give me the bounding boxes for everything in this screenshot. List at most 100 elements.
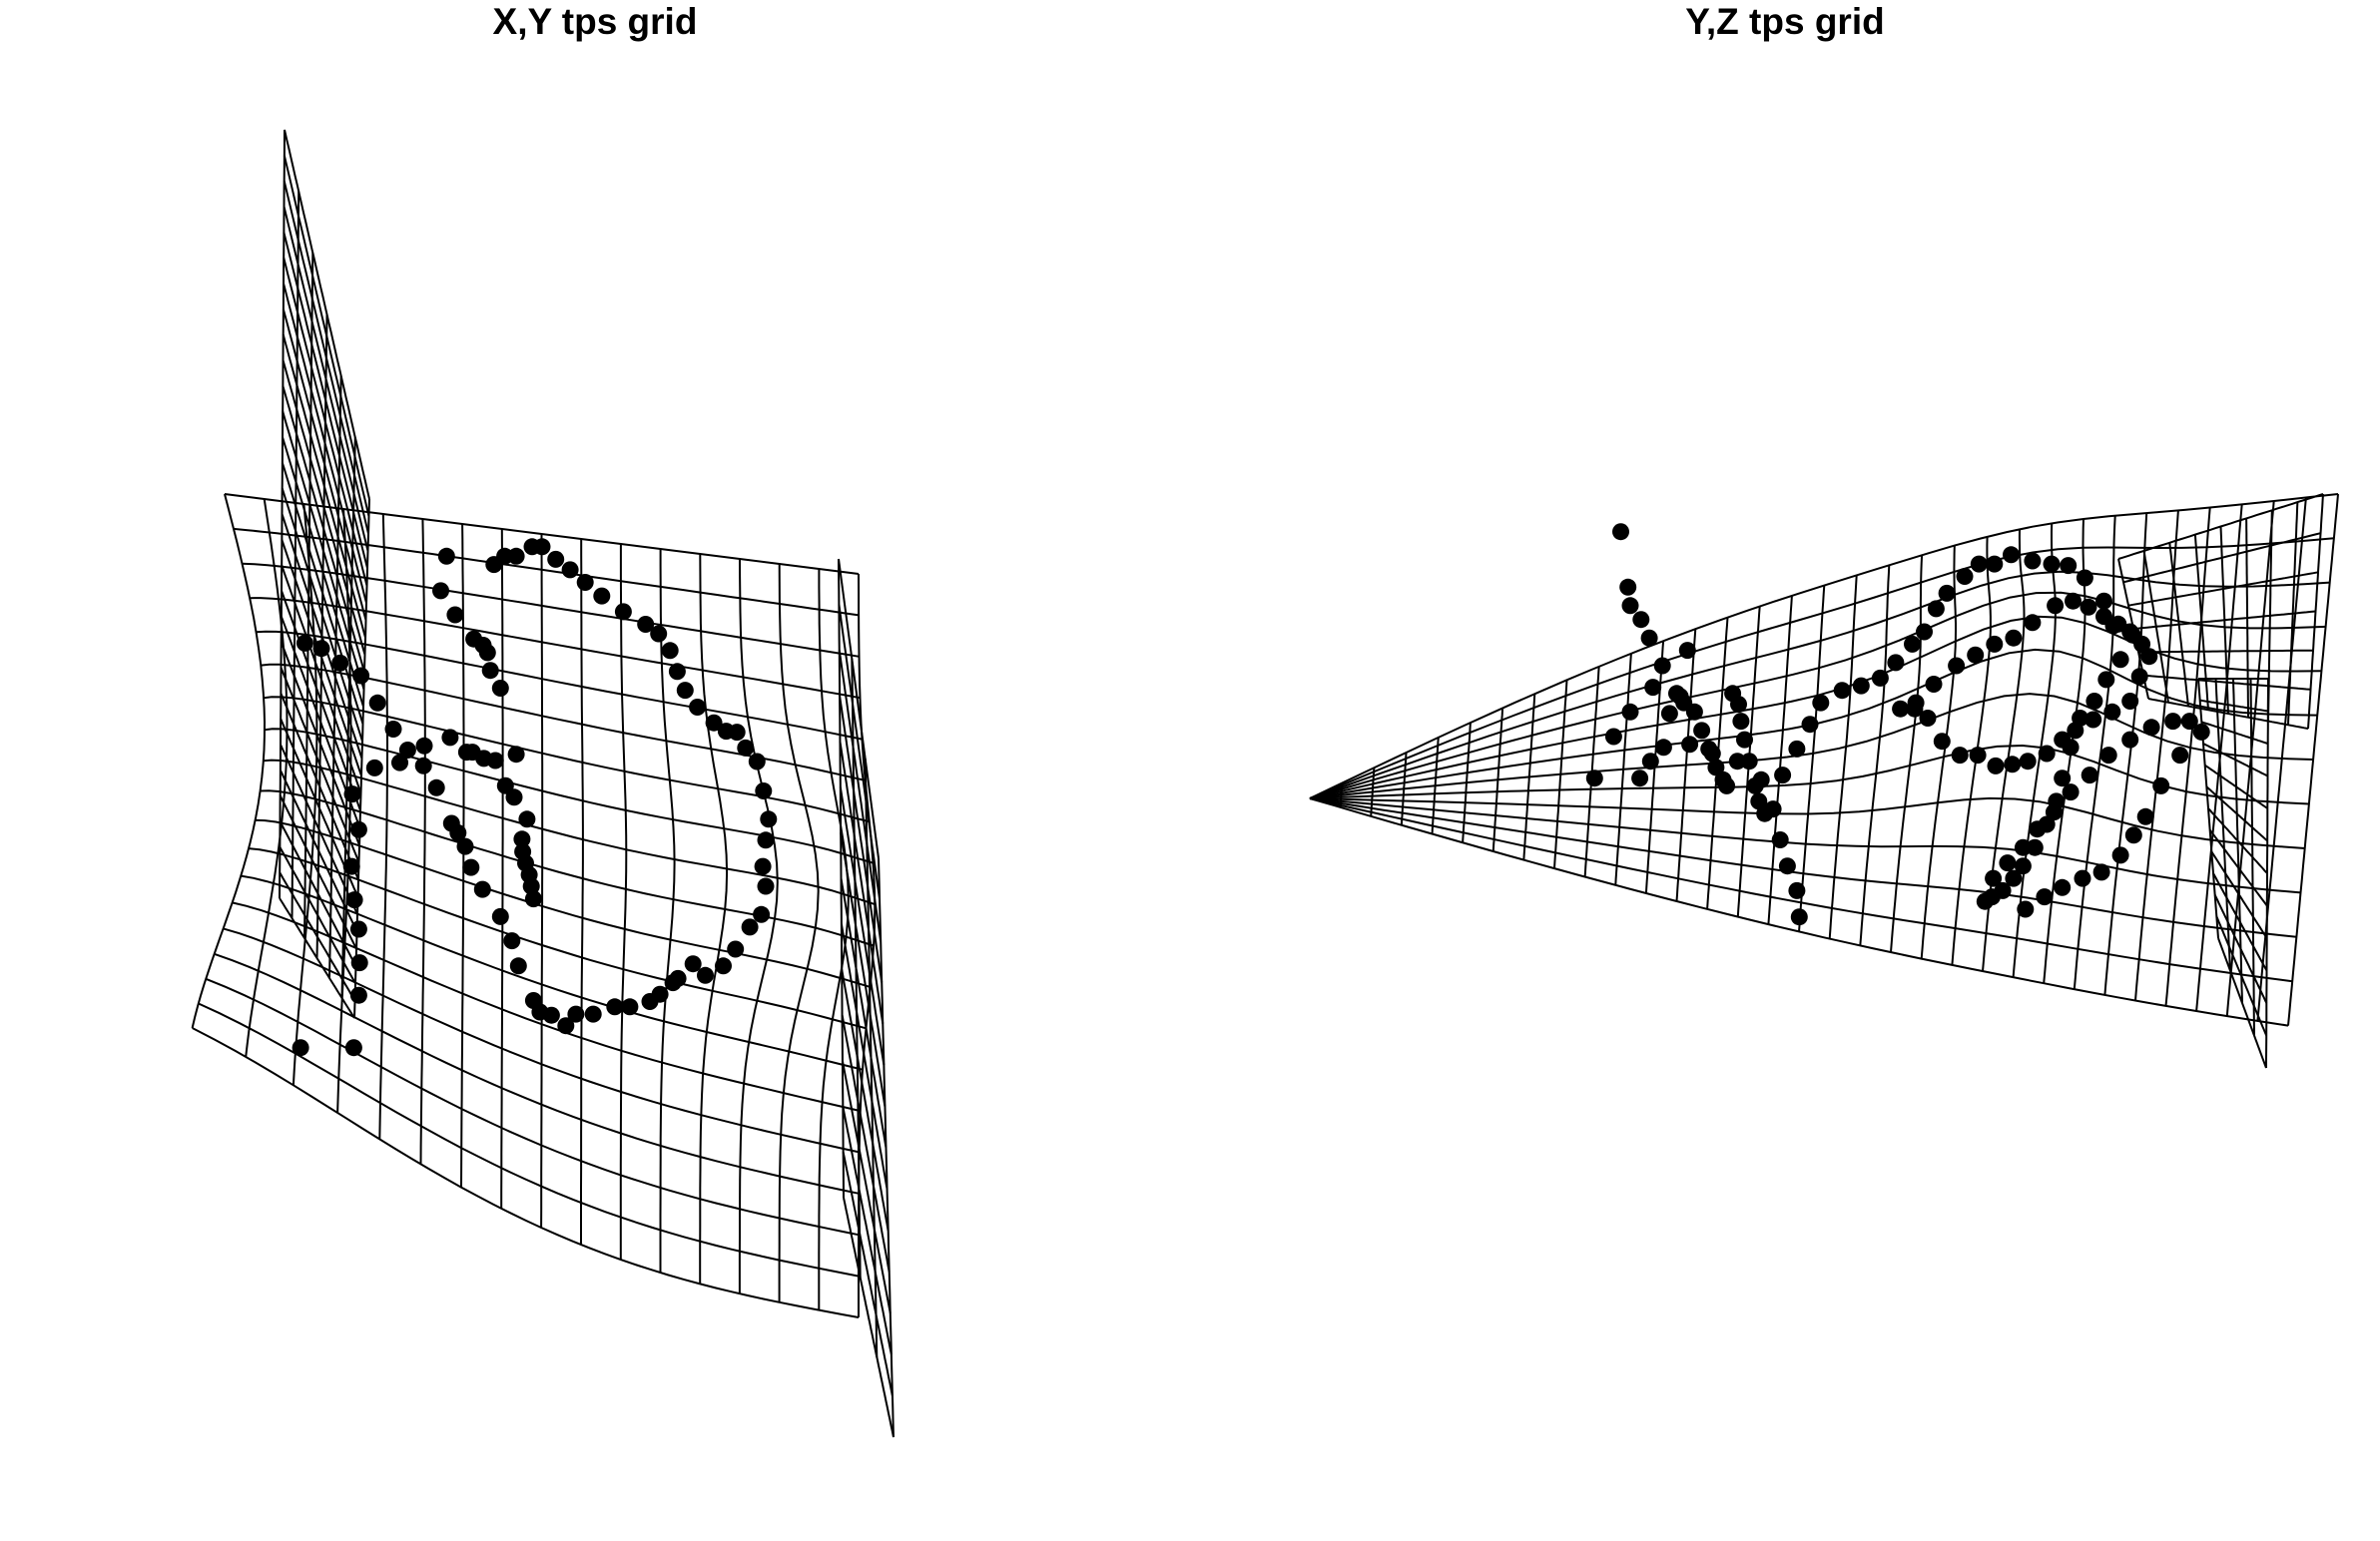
yz-landmarks-point: [2142, 719, 2160, 737]
xy-landmarks-point: [365, 759, 383, 776]
yz-spike-mesh-line-v: [2200, 721, 2268, 745]
yz-landmarks-point: [1653, 657, 1671, 675]
yz-landmarks-point: [1619, 578, 1637, 596]
yz-landmarks-point: [2171, 747, 2189, 765]
xy-spike-mesh: [279, 129, 370, 1019]
xy-spike-mesh-line-v: [283, 181, 369, 534]
xy-landmarks-point: [507, 547, 525, 565]
yz-landmarks-point: [2062, 783, 2080, 801]
yz-landmarks-point: [2124, 826, 2142, 844]
yz-landmarks-point: [1948, 657, 1966, 675]
xy-main-mesh-line-u: [778, 563, 820, 1302]
yz-main-mesh-line-u: [1859, 565, 1891, 946]
xy-main-mesh-line-u: [540, 534, 544, 1229]
yz-landmarks-point: [1788, 881, 1806, 899]
yz-landmarks-point: [1621, 703, 1639, 721]
yz-landmarks-point: [2019, 753, 2037, 770]
xy-landmarks-point: [427, 778, 445, 796]
xy-main-mesh-line-v: [223, 927, 860, 1154]
xy-main-mesh-line-v: [264, 728, 874, 864]
yz-landmarks-point: [1892, 700, 1910, 718]
xy-sliver-mesh-line-v: [838, 604, 882, 900]
yz-landmarks-point: [2103, 703, 2121, 721]
yz-landmarks-point: [2054, 878, 2072, 896]
xy-landmarks-point: [342, 857, 360, 875]
yz-landmarks-point: [2024, 552, 2042, 570]
xy-landmarks-point: [465, 630, 483, 648]
yz-landmarks-point: [1907, 694, 1925, 712]
xy-spike-mesh-line-v: [280, 744, 358, 915]
yz-spike-mesh-line-v: [2210, 850, 2268, 939]
yz-landmarks: [1585, 523, 2210, 926]
xy-sliver-mesh-line-v: [842, 1106, 892, 1355]
yz-landmarks-point: [2072, 710, 2089, 727]
xy-sliver-mesh-line-v: [840, 877, 888, 1149]
xy-landmarks-point: [697, 966, 714, 984]
yz-landmarks-point: [2081, 767, 2098, 784]
yz-landmarks-point: [2099, 747, 2117, 765]
xy-landmarks: [292, 538, 778, 1057]
xy-landmarks-point: [727, 940, 745, 958]
xy-main-mesh-line-v: [261, 663, 866, 781]
xy-spike-mesh-line-v: [280, 641, 360, 846]
yz-landmarks-point: [1604, 728, 1622, 746]
yz-landmarks-point: [2121, 731, 2139, 749]
xy-main-mesh-line-v: [242, 562, 860, 658]
yz-back-mesh-line-v: [2142, 674, 2311, 691]
xy-landmarks-point: [415, 737, 433, 755]
xy-sliver-mesh-line-v: [839, 741, 885, 1024]
yz-landmarks-point: [1654, 739, 1672, 757]
xy-landmarks-point: [621, 998, 639, 1016]
xy-main-mesh-line-v: [233, 527, 860, 617]
xy-main-mesh-line-u: [619, 544, 628, 1261]
xy-landmarks-point: [473, 880, 491, 898]
yz-landmarks-point: [1986, 635, 2004, 653]
yz-landmarks-point: [1740, 753, 1758, 770]
xy-panel-title: X,Y tps grid: [492, 1, 698, 42]
xy-landmarks-point: [503, 932, 521, 950]
yz-spike-mesh-line-v: [2199, 699, 2268, 713]
yz-landmarks-point: [1736, 731, 1753, 749]
xy-tps-panel: X,Y tps grid: [191, 1, 894, 1438]
yz-landmarks-point: [1801, 716, 1819, 734]
xy-landmarks-point: [661, 642, 679, 660]
xy-landmarks-point: [614, 603, 632, 621]
xy-spike-mesh-line-v: [283, 155, 370, 517]
yz-landmarks-point: [1986, 555, 2004, 573]
yz-landmarks-point: [2097, 671, 2115, 689]
xy-main-mesh-line-u: [378, 513, 388, 1140]
yz-spike-mesh-line-v: [2202, 743, 2268, 777]
yz-landmarks-point: [2140, 648, 2158, 666]
xy-landmarks-point: [349, 920, 367, 938]
xy-spike-mesh-line-v: [283, 206, 369, 552]
xy-landmarks-point: [748, 753, 766, 770]
xy-landmarks-point: [522, 877, 540, 895]
yz-landmarks-point: [1933, 733, 1951, 751]
yz-spike-mesh-line-v: [2205, 785, 2268, 842]
yz-landmarks-point: [2036, 888, 2054, 906]
yz-main-mesh-line-u: [1890, 555, 1924, 953]
xy-landmarks-point: [491, 680, 509, 697]
yz-landmarks-point: [2005, 869, 2023, 887]
yz-landmarks-point: [1951, 747, 1969, 765]
xy-landmarks-point: [676, 682, 694, 700]
yz-landmarks-point: [2024, 614, 2042, 632]
xy-main-mesh-line-v: [248, 847, 867, 1030]
xy-sliver-mesh-line-v: [838, 650, 883, 942]
xy-landmarks-point: [664, 974, 682, 992]
xy-spike-mesh-line-v: [281, 564, 362, 794]
yz-landmarks-point: [2074, 869, 2091, 887]
yz-landmarks-point: [1969, 747, 1987, 765]
yz-landmarks-point: [2014, 857, 2032, 875]
yz-landmarks-point: [1887, 654, 1905, 672]
yz-landmarks-point: [1632, 611, 1650, 629]
yz-landmarks-point: [2084, 711, 2102, 729]
xy-landmarks-point: [352, 667, 370, 685]
yz-landmarks-point: [1681, 736, 1699, 754]
yz-landmarks-point: [1660, 705, 1678, 723]
xy-main-mesh-line-u: [191, 493, 267, 1029]
xy-landmarks-point: [567, 1005, 585, 1023]
xy-landmarks-point: [507, 746, 525, 764]
xy-landmarks-point: [462, 858, 480, 876]
xy-main-mesh-line-u: [419, 518, 426, 1165]
